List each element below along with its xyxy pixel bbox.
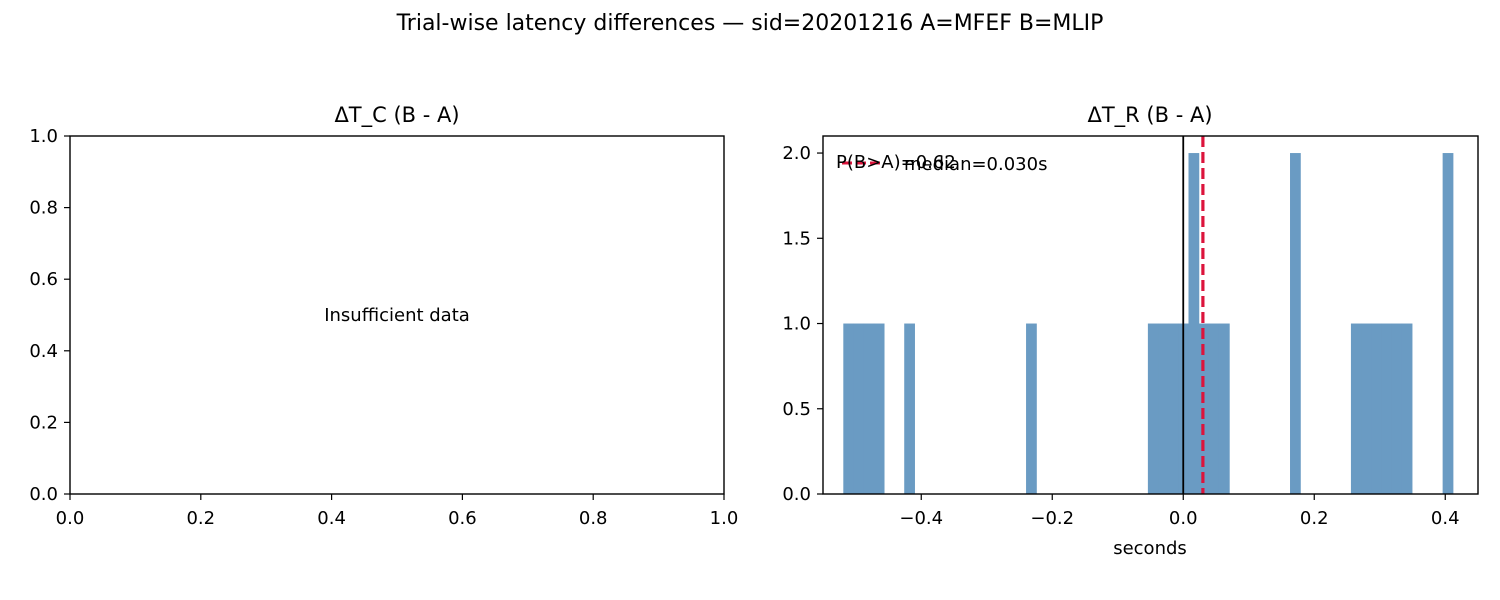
ytick-label: 1.0: [782, 314, 811, 335]
histogram-bar: [843, 323, 855, 494]
xtick-label: 0.4: [317, 508, 346, 529]
ytick-label: 1.0: [29, 126, 58, 147]
panel-right-title: ΔT_R (B - A): [1087, 103, 1212, 128]
histogram-bar: [1350, 323, 1362, 494]
reference-lines: [1182, 136, 1205, 494]
panel-left-ticks: 0.0 0.2 0.4 0.6 0.8 1.0 0.0 0.2 0.4 0.6 0.8 1.0: [29, 126, 738, 529]
panel-right-ticks: −0.4 −0.2 0.0 0.2 0.4 0.0 0.5 1.0 1.5 2.0: [782, 143, 1459, 529]
panel-left-frame: [69, 135, 725, 495]
xtick-label: −0.2: [1030, 508, 1074, 529]
panel-left-title: ΔT_C (B - A): [334, 103, 459, 128]
histogram-bar: [1401, 323, 1413, 494]
histogram-bar: [1158, 323, 1169, 494]
histogram-bar: [1442, 153, 1454, 495]
histogram-bar: [1361, 323, 1372, 494]
xtick-label: 1.0: [710, 508, 739, 529]
xtick-label: 0.2: [1300, 508, 1329, 529]
panel-right-xlabel: seconds: [1113, 538, 1187, 559]
xtick-label: 0.0: [56, 508, 85, 529]
xtick-label: 0.0: [1169, 508, 1198, 529]
histogram-bars: [843, 153, 1454, 495]
ytick-label: 0.5: [782, 399, 811, 420]
ytick-label: 0.8: [29, 198, 58, 219]
histogram-bar: [1188, 153, 1200, 495]
ytick-label: 1.5: [782, 228, 811, 249]
figure-suptitle: Trial-wise latency differences — sid=202…: [396, 11, 1104, 36]
panel-right-frame: [822, 135, 1479, 495]
histogram-bar: [873, 323, 885, 494]
ytick-label: 0.6: [29, 269, 58, 290]
legend: median=0.030s: [842, 154, 1047, 175]
histogram-bar: [904, 323, 915, 494]
xtick-label: 0.8: [579, 508, 608, 529]
xtick-label: 0.6: [448, 508, 477, 529]
histogram-bar: [1391, 323, 1403, 494]
histogram-bar: [1168, 323, 1179, 494]
histogram-bar: [1371, 323, 1382, 494]
histogram-bar: [1218, 323, 1230, 494]
xtick-label: −0.4: [899, 508, 943, 529]
probability-annotation: P(B>A)=0.62: [836, 152, 956, 173]
histogram-bar: [853, 323, 865, 494]
histogram-bar: [1381, 323, 1393, 494]
legend-median-label: median=0.030s: [904, 154, 1047, 175]
xtick-label: 0.2: [186, 508, 215, 529]
insufficient-data-label: Insufficient data: [324, 305, 470, 326]
panel-delta-tc: ΔT_C (B - A) 0.0 0.2 0.4 0.6 0.8 1.0 0.0 0.2 0.4…: [29, 103, 738, 529]
panel-delta-tr: ΔT_R (B - A) −0.4 −0.2 0.0 0.2 0.4 0.0 0.5 1.0 1…: [782, 103, 1479, 559]
ytick-label: 0.0: [782, 484, 811, 505]
histogram-bar: [863, 323, 875, 494]
ytick-label: 2.0: [782, 143, 811, 164]
histogram-bar: [1147, 323, 1159, 494]
xtick-label: 0.4: [1431, 508, 1460, 529]
histogram-bar: [1026, 323, 1037, 494]
ytick-label: 0.4: [29, 341, 58, 362]
histogram-bar: [1208, 323, 1220, 494]
histogram-bar: [1290, 153, 1301, 495]
ytick-label: 0.2: [29, 412, 58, 433]
ytick-label: 0.0: [29, 484, 58, 505]
